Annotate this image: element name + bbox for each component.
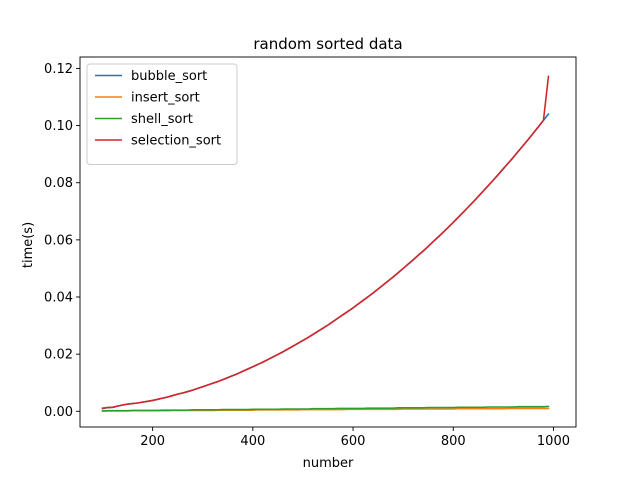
y-tick-label-0.12: 0.12 bbox=[44, 62, 73, 77]
chart-title: random sorted data bbox=[253, 35, 402, 53]
series-line-shell_sort bbox=[101, 405, 550, 412]
legend-label-shell_sort: shell_sort bbox=[131, 112, 193, 127]
y-tick-label-0.06: 0.06 bbox=[44, 233, 73, 248]
axes-layer: 200 400 600 800 1000 0.00 0.02 0.04 0.06 0.08 0.10… bbox=[44, 56, 577, 449]
legend-frame bbox=[86, 63, 238, 165]
legend-label-insert_sort: insert_sort bbox=[131, 91, 200, 106]
x-tick-label-400: 400 bbox=[240, 434, 265, 449]
x-tick-label-1000: 1000 bbox=[537, 434, 570, 449]
legend: bubble_sort insert_sort shell_sort selectio… bbox=[86, 63, 238, 165]
x-axis-label: number bbox=[303, 456, 354, 471]
series-line-selection_sort bbox=[101, 75, 550, 410]
plot-frame bbox=[79, 56, 577, 428]
series-layer bbox=[101, 75, 550, 412]
x-tick-label-600: 600 bbox=[341, 434, 366, 449]
x-tick-label-800: 800 bbox=[441, 434, 466, 449]
y-tick-label-0.10: 0.10 bbox=[44, 119, 73, 134]
y-tick-label-0.02: 0.02 bbox=[44, 348, 73, 363]
legend-label-selection_sort: selection_sort bbox=[131, 134, 221, 149]
legend-label-bubble_sort: bubble_sort bbox=[131, 69, 207, 84]
y-tick-label-0.08: 0.08 bbox=[44, 176, 73, 191]
x-tick-label-200: 200 bbox=[140, 434, 165, 449]
y-tick-label-0.00: 0.00 bbox=[44, 405, 73, 420]
y-axis-label: time(s) bbox=[21, 222, 36, 268]
y-tick-label-0.04: 0.04 bbox=[44, 291, 73, 306]
